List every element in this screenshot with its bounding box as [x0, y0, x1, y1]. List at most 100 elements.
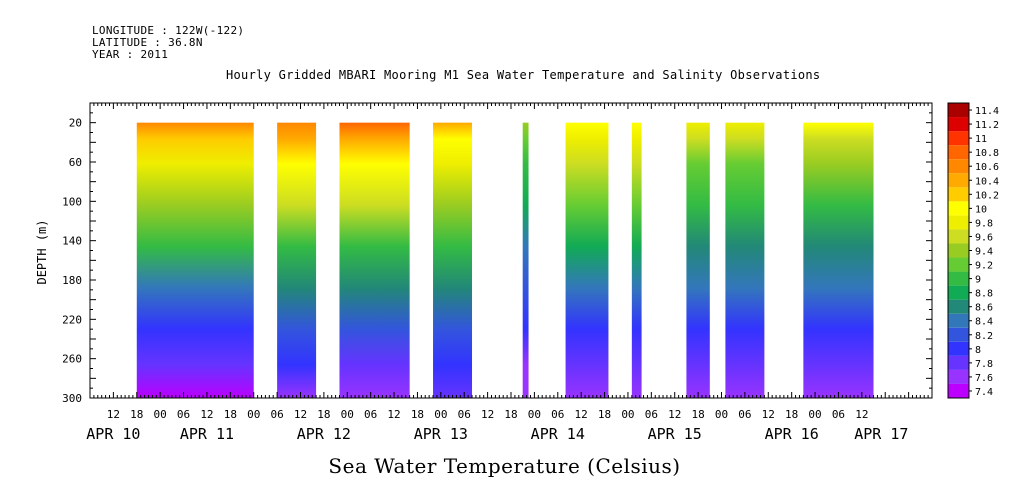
- colorbar-label: 8.4: [975, 317, 993, 328]
- data-segment: [277, 122, 317, 399]
- colorbar-swatch: [948, 145, 969, 160]
- x-tick-label: 00: [154, 408, 167, 421]
- x-tick-label: 18: [130, 408, 143, 421]
- x-date-label: APR 14: [531, 425, 585, 443]
- colorbar-label: 8.2: [975, 331, 993, 342]
- x-tick-label: 18: [224, 408, 237, 421]
- colorbar-label: 11.2: [975, 120, 999, 131]
- x-ticks: 12 18 00 06 12 18 00 06 12 18 00 06 12 18 00 06 12 18 00 06…: [86, 103, 933, 443]
- x-tick-label: 06: [177, 408, 190, 421]
- x-tick-label: 12: [107, 408, 120, 421]
- colorbar-swatch: [948, 313, 969, 328]
- colorbar-swatch: [948, 187, 969, 202]
- y-tick-label: 260: [62, 353, 82, 366]
- colorbar-label: 9.4: [975, 247, 993, 258]
- y-tick-label: 140: [62, 235, 82, 248]
- data-segments: [136, 122, 874, 399]
- y-ticks: 20 60 100 140 180 220 260 300: [62, 102, 932, 405]
- colorbar-swatch: [948, 117, 969, 132]
- x-tick-label: 12: [481, 408, 494, 421]
- data-segment: [725, 122, 765, 399]
- x-axis-title: Sea Water Temperature (Celsius): [328, 454, 681, 478]
- x-date-label: APR 17: [854, 425, 908, 443]
- colorbar-label: 8.8: [975, 289, 993, 300]
- colorbar-swatch: [948, 383, 969, 398]
- colorbar-label: 11: [975, 134, 987, 145]
- year-label: YEAR : 2011: [92, 48, 169, 61]
- colorbar-swatch: [948, 229, 969, 244]
- x-tick-label: 18: [317, 408, 330, 421]
- colorbar-swatch: [948, 243, 969, 258]
- x-date-label: APR 12: [297, 425, 351, 443]
- y-tick-label: 180: [62, 274, 82, 287]
- data-segment: [565, 122, 609, 399]
- longitude-label: LONGITUDE : 122W(-122): [92, 24, 245, 37]
- y-axis-label: DEPTH (m): [35, 219, 49, 284]
- x-tick-label: 12: [294, 408, 307, 421]
- colorbar-label: 10: [975, 204, 987, 215]
- x-tick-label: 12: [200, 408, 213, 421]
- x-tick-label: 06: [364, 408, 377, 421]
- x-tick-label: 00: [621, 408, 634, 421]
- data-segment: [686, 122, 710, 399]
- data-segment: [631, 122, 642, 399]
- colorbar-swatch: [948, 257, 969, 272]
- colorbar-label: 9: [975, 275, 981, 286]
- x-tick-label: 00: [808, 408, 821, 421]
- y-tick-label: 300: [62, 392, 82, 405]
- x-date-label: APR 15: [648, 425, 702, 443]
- x-tick-label: 12: [575, 408, 588, 421]
- colorbar-swatch: [948, 299, 969, 314]
- x-tick-label: 06: [738, 408, 751, 421]
- colorbar-swatch: [948, 285, 969, 300]
- x-tick-label: 00: [247, 408, 260, 421]
- colorbar-swatch: [948, 103, 969, 118]
- x-tick-label: 18: [411, 408, 424, 421]
- y-tick-label: 100: [62, 195, 82, 208]
- colorbar-swatch: [948, 173, 969, 188]
- colorbar-label: 7.8: [975, 359, 993, 370]
- data-segment: [339, 122, 410, 399]
- colorbar-swatch: [948, 215, 969, 230]
- x-tick-label: 06: [645, 408, 658, 421]
- colorbar-swatch: [948, 159, 969, 174]
- x-tick-label: 00: [528, 408, 541, 421]
- y-tick-label: 220: [62, 313, 82, 326]
- colorbar-label: 9.2: [975, 261, 993, 272]
- y-tick-label: 60: [69, 156, 82, 169]
- chart-title: Hourly Gridded MBARI Mooring M1 Sea Wate…: [226, 68, 821, 82]
- x-tick-label: 18: [598, 408, 611, 421]
- x-tick-label: 00: [715, 408, 728, 421]
- x-tick-label: 12: [387, 408, 400, 421]
- y-tick-label: 20: [69, 117, 82, 130]
- x-tick-label: 12: [855, 408, 868, 421]
- colorbar-label: 9.6: [975, 232, 993, 243]
- colorbar-label: 10.8: [975, 148, 999, 159]
- data-segment: [803, 122, 874, 399]
- x-tick-label: 06: [458, 408, 471, 421]
- x-tick-label: 00: [434, 408, 447, 421]
- colorbar-label: 9.8: [975, 218, 993, 229]
- colorbar-swatch: [948, 131, 969, 146]
- x-date-label: APR 13: [414, 425, 468, 443]
- colorbar: 7.4 7.6 7.8 8 8.2 8.4 8.6 8.8 9 9.2 9.4 9.6 9.8 10 10.…: [947, 102, 999, 399]
- colorbar-label: 7.6: [975, 373, 993, 384]
- colorbar-swatch: [948, 355, 969, 370]
- colorbar-swatch: [948, 201, 969, 216]
- colorbar-swatch: [948, 327, 969, 342]
- colorbar-label: 7.4: [975, 387, 993, 398]
- x-date-label: APR 16: [765, 425, 819, 443]
- x-tick-label: 06: [551, 408, 564, 421]
- colorbar-swatch: [948, 341, 969, 356]
- latitude-label: LATITUDE : 36.8N: [92, 36, 203, 49]
- x-tick-label: 06: [270, 408, 283, 421]
- x-date-label: APR 11: [180, 425, 234, 443]
- colorbar-label: 11.4: [975, 106, 999, 117]
- x-date-label: APR 10: [86, 425, 140, 443]
- x-tick-label: 18: [691, 408, 704, 421]
- colorbar-swatch: [948, 271, 969, 286]
- x-tick-label: 12: [762, 408, 775, 421]
- x-tick-label: 18: [785, 408, 798, 421]
- colorbar-swatch: [948, 369, 969, 384]
- x-tick-label: 18: [504, 408, 517, 421]
